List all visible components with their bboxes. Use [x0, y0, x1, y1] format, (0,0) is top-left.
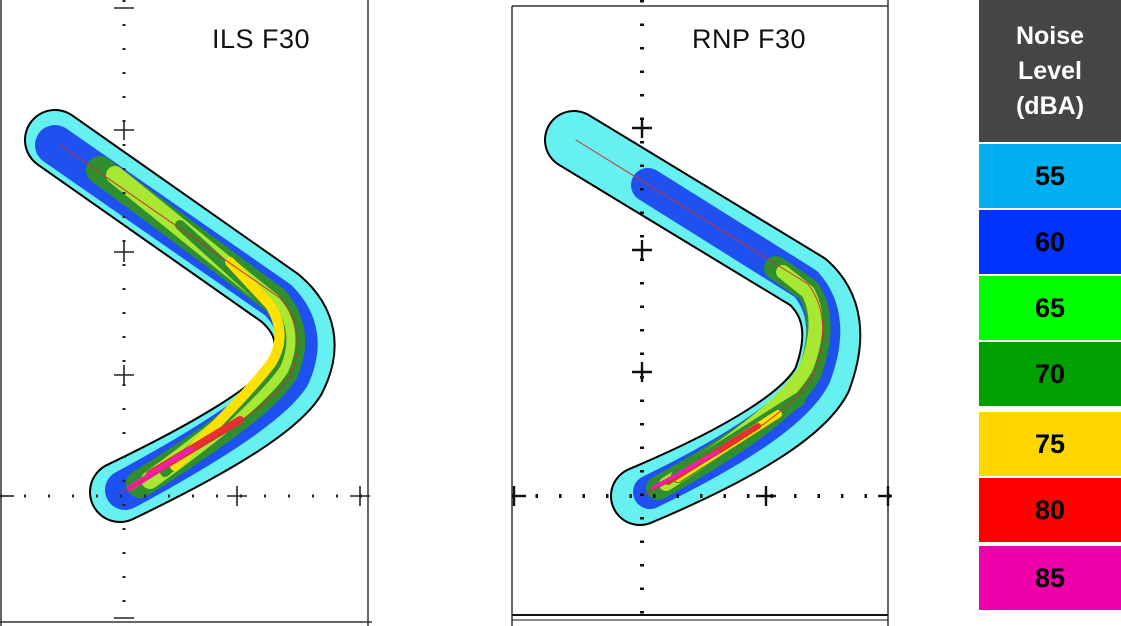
legend-header: Noise Level (dBA) — [979, 0, 1121, 142]
panel-rnp-f30: RNP F30 — [508, 0, 892, 626]
noise-level-legend: Noise Level (dBA) 55 60 65 70 75 80 85 — [979, 0, 1121, 612]
panel-title: ILS F30 — [212, 24, 311, 54]
legend-swatch-65: 65 — [979, 276, 1121, 340]
legend-swatch-70: 70 — [979, 342, 1121, 406]
ils-contour-map — [0, 0, 372, 626]
legend-swatch-80: 80 — [979, 478, 1121, 542]
panel-title: RNP F30 — [692, 24, 807, 54]
legend-swatch-55: 55 — [979, 144, 1121, 208]
legend-swatch-60: 60 — [979, 210, 1121, 274]
rnp-contour-map — [511, 0, 892, 626]
panel-ils-f30: ILS F30 — [0, 0, 372, 626]
legend-swatch-85: 85 — [979, 546, 1121, 610]
legend-swatch-75: 75 — [979, 412, 1121, 476]
